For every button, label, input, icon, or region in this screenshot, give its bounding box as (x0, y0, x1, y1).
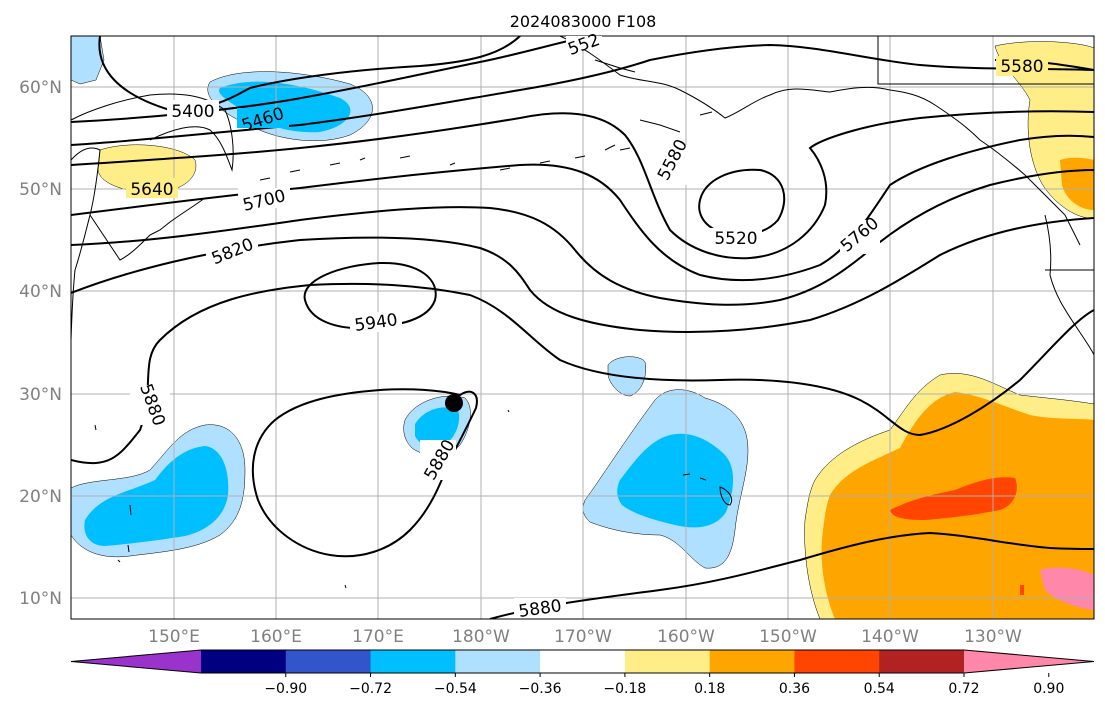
colorbar-extend-min (71, 650, 201, 673)
lat-label: 30°N (19, 385, 62, 405)
colorbar-segment (455, 650, 541, 673)
contour-label: 5640 (130, 180, 173, 200)
colorbar-tick-label: 0.90 (1033, 681, 1064, 697)
longitude-labels: 150°E 160°E 170°E 180°W 170°W 160°W 150°… (148, 627, 1022, 647)
colorbar-extend-max (964, 650, 1094, 673)
lon-label: 160°W (657, 627, 715, 647)
latitude-labels: 60°N 50°N 40°N 30°N 20°N 10°N (19, 78, 62, 609)
colorbar-tick-label: −0.54 (434, 681, 477, 697)
lat-label: 40°N (19, 282, 62, 302)
contour-label: 5400 (171, 102, 214, 122)
lon-label: 170°W (554, 627, 612, 647)
lat-label: 50°N (19, 180, 62, 200)
contour-label: 5580 (1000, 57, 1043, 77)
colorbar-tick-label: −0.90 (264, 681, 307, 697)
lat-label: 60°N (19, 78, 62, 98)
colorbar: −0.90 −0.72 −0.54 −0.36 −0.18 0.18 0.36 0.54 0.7… (70, 649, 1095, 697)
lon-label: 140°W (861, 627, 919, 647)
lon-label: 170°E (352, 627, 404, 647)
contour-label: 5520 (714, 229, 757, 249)
colorbar-segment (709, 650, 795, 673)
colorbar-tick-label: −0.36 (519, 681, 562, 697)
colorbar-segment (370, 650, 456, 673)
lon-label: 160°E (250, 627, 302, 647)
lon-label: 180°W (452, 627, 510, 647)
lat-label: 10°N (19, 589, 62, 609)
colorbar-segment (879, 650, 965, 673)
contour-label-group: 5400 5460 5640 5700 5820 5940 5880 5880 … (126, 30, 1048, 622)
map-area (71, 36, 1094, 619)
lon-label: 150°E (148, 627, 200, 647)
colorbar-segment (624, 650, 711, 673)
colorbar-segment (201, 650, 287, 673)
coastlines (71, 36, 1094, 589)
colorbar-segment (285, 650, 372, 673)
lon-label: 130°W (964, 627, 1022, 647)
colorbar-segment (540, 650, 626, 673)
colorbar-tick-label: 0.54 (864, 681, 895, 697)
figure-title: 2024083000 F108 (510, 12, 657, 31)
colorbar-tick-label: 0.36 (779, 681, 810, 697)
colorbar-segment (794, 650, 880, 673)
colorbar-tick-label: 0.72 (948, 681, 979, 697)
colorbar-tick-label: −0.72 (349, 681, 392, 697)
lon-label: 150°W (759, 627, 817, 647)
lat-label: 20°N (19, 487, 62, 507)
colorbar-tick-label: 0.18 (694, 681, 725, 697)
storm-center-dot (445, 394, 463, 412)
colorbar-tick-label: −0.18 (603, 681, 646, 697)
